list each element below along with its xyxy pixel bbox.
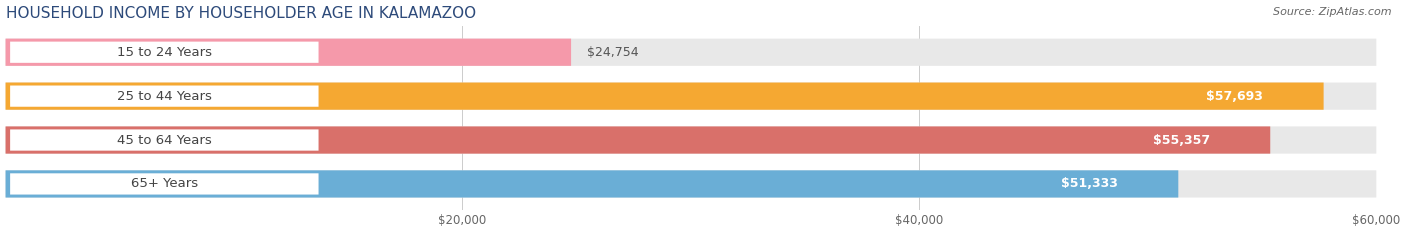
FancyBboxPatch shape <box>6 127 1376 154</box>
Text: 25 to 44 Years: 25 to 44 Years <box>117 90 212 103</box>
FancyBboxPatch shape <box>10 173 319 195</box>
FancyBboxPatch shape <box>10 129 319 151</box>
Text: HOUSEHOLD INCOME BY HOUSEHOLDER AGE IN KALAMAZOO: HOUSEHOLD INCOME BY HOUSEHOLDER AGE IN K… <box>6 6 475 21</box>
FancyBboxPatch shape <box>6 127 1270 154</box>
FancyBboxPatch shape <box>6 39 571 66</box>
Text: $24,754: $24,754 <box>588 46 638 59</box>
FancyBboxPatch shape <box>6 82 1376 110</box>
FancyBboxPatch shape <box>6 82 1323 110</box>
FancyBboxPatch shape <box>10 86 319 107</box>
Text: $55,357: $55,357 <box>1153 134 1209 147</box>
FancyBboxPatch shape <box>6 39 1376 66</box>
Text: 65+ Years: 65+ Years <box>131 178 198 190</box>
Text: Source: ZipAtlas.com: Source: ZipAtlas.com <box>1274 7 1392 17</box>
FancyBboxPatch shape <box>6 170 1178 198</box>
Text: 45 to 64 Years: 45 to 64 Years <box>117 134 212 147</box>
FancyBboxPatch shape <box>1101 131 1261 149</box>
FancyBboxPatch shape <box>1010 175 1170 193</box>
FancyBboxPatch shape <box>10 42 319 63</box>
Text: $57,693: $57,693 <box>1206 90 1263 103</box>
FancyBboxPatch shape <box>1154 87 1315 105</box>
FancyBboxPatch shape <box>6 170 1376 198</box>
Text: 15 to 24 Years: 15 to 24 Years <box>117 46 212 59</box>
Text: $51,333: $51,333 <box>1060 178 1118 190</box>
